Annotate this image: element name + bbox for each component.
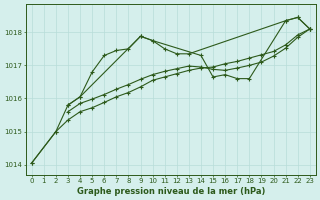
X-axis label: Graphe pression niveau de la mer (hPa): Graphe pression niveau de la mer (hPa) [76, 187, 265, 196]
